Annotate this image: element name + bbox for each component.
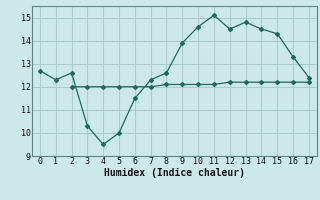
X-axis label: Humidex (Indice chaleur): Humidex (Indice chaleur) bbox=[104, 168, 245, 178]
